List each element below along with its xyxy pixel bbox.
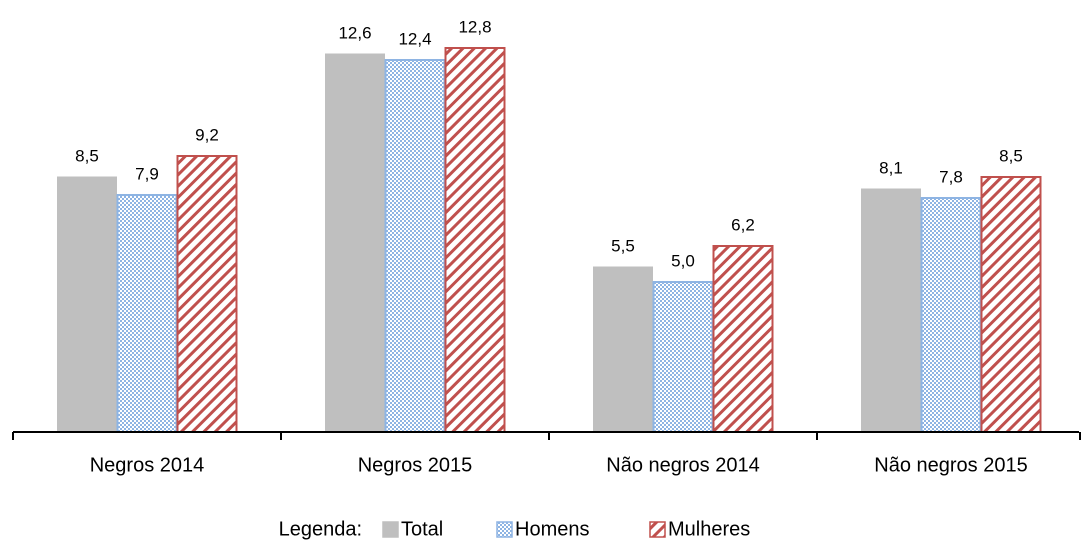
value-label: 12,8 bbox=[458, 17, 491, 36]
bar bbox=[57, 176, 117, 433]
bar bbox=[861, 188, 921, 433]
bar bbox=[444, 47, 506, 433]
x-tick-label: Não negros 2014 bbox=[606, 454, 759, 476]
legend-label: Mulheres bbox=[668, 518, 750, 540]
x-tick-label: Não negros 2015 bbox=[874, 454, 1027, 476]
value-label: 5,5 bbox=[611, 236, 635, 255]
bar bbox=[593, 266, 653, 433]
value-label: 9,2 bbox=[195, 125, 219, 144]
legend-label: Homens bbox=[515, 518, 589, 540]
x-tick-label: Negros 2014 bbox=[90, 454, 205, 476]
value-label: 8,1 bbox=[879, 158, 903, 177]
bar bbox=[384, 59, 446, 433]
value-label: 7,8 bbox=[939, 167, 963, 186]
legend-swatch bbox=[649, 521, 666, 538]
value-label: 12,6 bbox=[338, 23, 371, 42]
x-tick-label: Negros 2015 bbox=[358, 454, 473, 476]
value-label: 6,2 bbox=[731, 215, 755, 234]
value-label: 8,5 bbox=[75, 146, 99, 165]
value-label: 5,0 bbox=[671, 251, 695, 270]
value-label: 8,5 bbox=[999, 146, 1023, 165]
value-label: 7,9 bbox=[135, 164, 159, 183]
bar bbox=[980, 176, 1042, 433]
bar bbox=[652, 281, 714, 433]
legend-swatch bbox=[382, 521, 399, 538]
bar bbox=[712, 245, 774, 433]
bar bbox=[176, 155, 238, 433]
bar bbox=[325, 53, 385, 433]
value-label: 12,4 bbox=[398, 29, 431, 48]
bar bbox=[920, 197, 982, 433]
legend-swatch bbox=[496, 521, 513, 538]
legend-label: Total bbox=[401, 518, 443, 540]
bar bbox=[116, 194, 178, 433]
legend-title: Legenda: bbox=[279, 518, 362, 540]
